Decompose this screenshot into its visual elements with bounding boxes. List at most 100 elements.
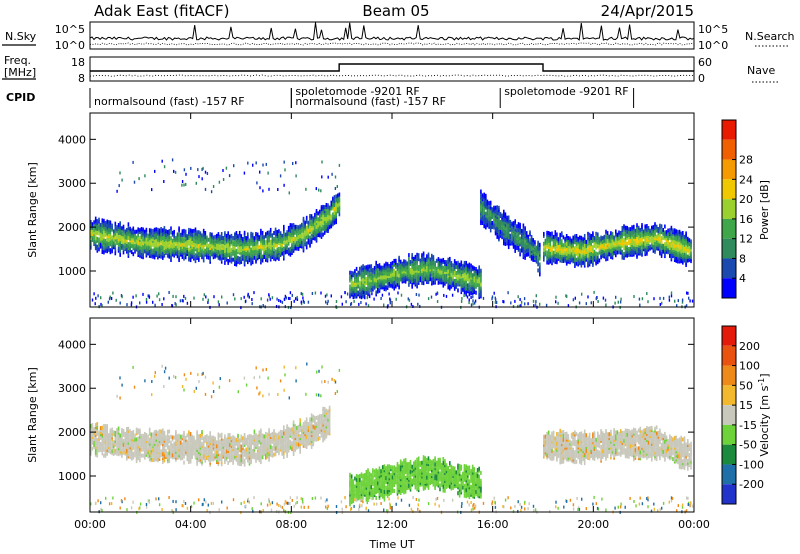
echo-cell	[583, 249, 586, 254]
echo-cell	[349, 274, 351, 279]
echo-cell	[504, 212, 507, 217]
echo-cell	[597, 232, 599, 237]
echo-cell	[655, 224, 658, 229]
colorbar-swatch	[722, 199, 736, 219]
echo-cell	[655, 234, 658, 239]
echo-cell	[240, 248, 243, 253]
echo-cell	[537, 254, 539, 259]
echo-cell	[373, 297, 375, 301]
echo-cell	[432, 255, 435, 260]
echo-cell	[588, 252, 591, 257]
echo-cell	[460, 300, 463, 303]
echo-cell	[687, 291, 689, 295]
echo-cell	[276, 230, 279, 234]
echo-cell	[475, 282, 477, 287]
power-colorbar-label: Power [dB]	[758, 180, 771, 240]
echo-cell	[605, 243, 607, 248]
echo-cell	[673, 236, 676, 241]
echo-cell	[104, 221, 107, 225]
echo-cell	[535, 294, 537, 298]
echo-cell	[160, 227, 162, 231]
echo-cell	[332, 216, 334, 221]
echo-cell	[266, 298, 269, 302]
echo-cell	[155, 247, 157, 252]
echo-cell	[621, 226, 624, 230]
echo-cell	[144, 431, 146, 436]
echo-cell	[429, 277, 431, 282]
echo-cell	[662, 296, 665, 300]
echo-cell	[98, 247, 100, 252]
echo-cell	[166, 237, 169, 242]
echo-cell	[204, 231, 207, 235]
echo-cell	[327, 227, 329, 231]
echo-cell	[261, 230, 264, 235]
echo-cell	[269, 297, 271, 301]
echo-cell	[455, 265, 458, 270]
echo-cell	[196, 254, 198, 258]
echo-cell	[178, 226, 180, 231]
echo-cell	[621, 239, 624, 244]
echo-cell	[435, 266, 438, 271]
echo-cell	[190, 166, 192, 170]
echo-cell	[207, 249, 210, 254]
echo-cell	[580, 235, 583, 240]
echo-cell	[460, 260, 463, 265]
echo-cell	[447, 269, 449, 274]
echo-cell	[580, 259, 583, 264]
echo-cell	[168, 240, 171, 245]
echo-cell	[247, 242, 249, 247]
echo-cell	[295, 174, 297, 178]
echo-cell	[565, 294, 567, 298]
echo-cell	[397, 291, 399, 295]
echo-cell	[289, 223, 292, 228]
echo-cell	[163, 237, 166, 242]
echo-cell	[283, 183, 285, 187]
echo-cell	[360, 265, 363, 270]
echo-cell	[570, 254, 573, 259]
echo-cell	[168, 291, 170, 294]
echo-cell	[148, 228, 151, 233]
echo-cell	[337, 193, 339, 198]
echo-cell	[205, 295, 207, 299]
echo-cell	[276, 253, 279, 258]
echo-cell	[346, 292, 349, 296]
echo-cell	[193, 254, 195, 259]
echo-cell	[360, 301, 362, 304]
echo-cell	[191, 237, 193, 241]
echo-cell	[203, 293, 205, 297]
colorbar-swatch	[722, 120, 736, 140]
echo-cell	[228, 174, 231, 178]
echo-cell	[544, 238, 547, 243]
echo-cell	[265, 162, 267, 166]
echo-cell	[610, 231, 612, 236]
echo-cell	[330, 200, 333, 205]
echo-cell	[564, 236, 566, 241]
echo-cell	[485, 219, 487, 224]
echo-cell	[121, 230, 123, 235]
echo-cell	[429, 273, 431, 278]
echo-cell	[527, 234, 530, 239]
echo-cell	[145, 298, 148, 301]
echo-cell	[664, 242, 666, 247]
echo-cell	[546, 260, 548, 265]
echo-cell	[473, 270, 476, 275]
echo-cell	[588, 232, 591, 237]
echo-cell	[140, 240, 143, 245]
echo-cell	[317, 211, 319, 216]
echo-cell	[268, 293, 270, 297]
echo-cell	[265, 240, 267, 245]
echo-cell	[218, 303, 220, 307]
echo-cell	[579, 235, 581, 240]
echo-cell	[385, 261, 387, 266]
echo-cell	[322, 218, 324, 223]
echo-cell	[595, 231, 597, 236]
echo-cell	[162, 240, 164, 245]
echo-cell	[641, 232, 643, 237]
echo-cell	[449, 276, 451, 281]
echo-cell	[496, 205, 498, 210]
echo-cell	[127, 242, 130, 247]
echo-cell	[677, 299, 679, 303]
echo-cell	[530, 235, 533, 239]
echo-cell	[281, 233, 283, 238]
echo-cell	[642, 229, 645, 234]
